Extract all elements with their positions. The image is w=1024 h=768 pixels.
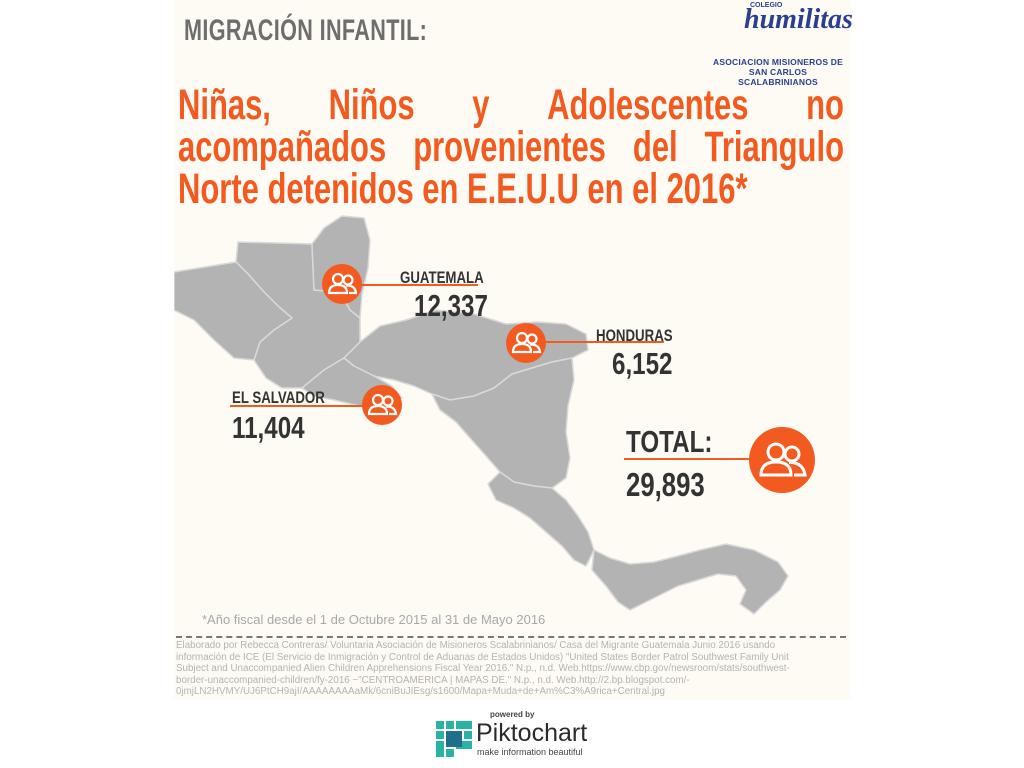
logo-subtitle-line2: SAN CARLOS SCALABRINIANOS — [738, 67, 818, 87]
total-label: TOTAL: — [626, 424, 713, 459]
logo-wordmark: humilitas — [744, 4, 853, 35]
el-salvador-value: 11,404 — [232, 410, 305, 445]
source-line: Elaborado por Rebecca Contreras/ Volunta… — [176, 640, 776, 651]
title-word: Niños — [328, 81, 415, 129]
map-region-costa-rica — [487, 471, 595, 567]
title-line-3: Norte detenidos en E.E.U.U en el 2016* — [178, 165, 748, 213]
guatemala-value: 12,337 — [414, 288, 488, 323]
title-word: y — [472, 81, 490, 129]
fiscal-year-footnote: *Año fiscal desde el 1 de Octubre 2015 a… — [202, 612, 546, 627]
title-word: del — [632, 123, 678, 171]
kicker-heading: MIGRACIÓN INFANTIL: — [184, 14, 428, 47]
title-line-2: acompañados provenientes del Triangulo — [178, 126, 844, 169]
map-region-panama — [591, 543, 789, 615]
central-america-map — [174, 215, 815, 615]
title-word: provenientes — [413, 123, 606, 171]
title-word: acompañados — [178, 123, 387, 171]
piktochart-tagline: make information beautiful — [477, 747, 583, 757]
honduras-value: 6,152 — [612, 346, 673, 381]
total-value: 29,893 — [626, 466, 705, 503]
el-salvador-label: EL SALVADOR — [232, 388, 325, 407]
title-line-1: Niñas, Niños y Adolescentes no — [178, 84, 844, 127]
piktochart-wordmark: Piktochart — [476, 719, 588, 747]
source-line: información de ICE (El Servicio de Inmig… — [176, 651, 789, 663]
piktochart-logo-icon — [436, 721, 472, 757]
source-line: 0jmjLN2HVMY/UJ6PtCH9ajI/AAAAAAAAaMk/6cni… — [176, 686, 665, 698]
title-word: no — [806, 81, 844, 129]
people-icon — [749, 427, 815, 493]
logo-subtitle-line1: ASOCIACION MISIONEROS DE — [713, 57, 843, 67]
guatemala-label: GUATEMALA — [400, 268, 484, 287]
title-word: Niñas, — [178, 81, 271, 129]
title-word: Adolescentes — [547, 81, 749, 129]
honduras-label: HONDURAS — [596, 326, 673, 345]
people-icon — [506, 323, 546, 363]
powered-by-label: powered by — [490, 710, 535, 719]
logo-crown-text: COLEGIO — [750, 2, 783, 9]
people-icon — [362, 385, 402, 425]
title-word: Triangulo — [704, 123, 844, 171]
map-region-mexico-edge — [174, 261, 293, 361]
source-line: border-unaccompanied-children/fy-2016 ~"… — [176, 674, 690, 686]
source-line: Subject and Unaccompanied Alien Children… — [176, 663, 790, 675]
sources-text: Elaborado por Rebecca Contreras/ Volunta… — [176, 640, 848, 698]
people-icon — [322, 264, 362, 304]
dashed-divider — [176, 636, 846, 638]
map-region-nicaragua — [431, 357, 575, 489]
